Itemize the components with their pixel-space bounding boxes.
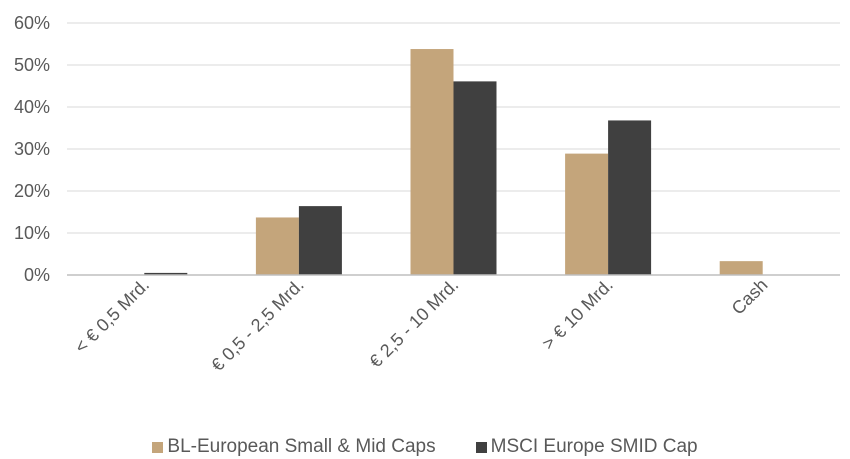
legend-item-series-1: BL-European Small & Mid Caps [152,436,436,458]
bar-series-2 [453,81,497,275]
y-tick-label: 20% [14,181,50,201]
y-tick-label: 50% [14,55,50,75]
y-tick-label: 40% [14,97,50,117]
legend-swatch-series-1 [152,441,164,453]
legend-label-series-1: BL-European Small & Mid Caps [167,436,436,457]
legend-label-series-2: MSCI Europe SMID Cap [490,436,698,457]
y-tick-label: 60% [14,13,50,33]
bar-series-1 [255,217,299,275]
y-axis: 0% 10% 20% 30% 40% 50% 60% [14,13,50,285]
x-tick-label: Cash [728,275,772,319]
legend-swatch-series-2 [475,441,487,453]
bars [144,49,763,275]
y-tick-label: 30% [14,139,50,159]
legend-item-series-2: MSCI Europe SMID Cap [475,436,698,458]
x-tick-label: € 0,5 - 2,5 Mrd. [207,275,307,375]
x-tick-label: > € 10 Mrd. [538,275,617,354]
y-tick-label: 10% [14,223,50,243]
y-tick-label: 0% [24,265,50,285]
x-axis: < € 0,5 Mrd. € 0,5 - 2,5 Mrd. € 2,5 - 10 M… [71,275,772,375]
bar-series-1 [719,261,763,275]
bar-series-1 [410,49,454,275]
x-tick-label: € 2,5 - 10 Mrd. [365,275,462,372]
legend: BL-European Small & Mid Caps MSCI Europe… [0,436,850,458]
bar-series-2 [144,272,188,275]
bar-series-2 [298,206,342,275]
x-tick-label: < € 0,5 Mrd. [71,275,153,357]
bar-series-2 [608,120,652,275]
bar-series-1 [565,153,609,275]
